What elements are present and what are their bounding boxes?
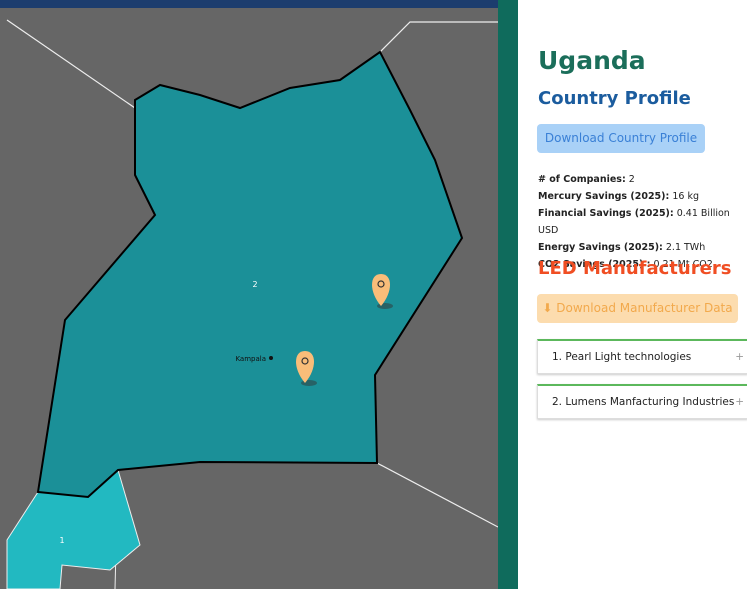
pin[interactable] [372,274,393,309]
city-dot [269,356,273,360]
region-label: 2 [252,280,257,289]
expand-icon: + [735,351,744,363]
stats: # of Companies: 2 Mercury Savings (2025):… [538,171,747,273]
stat-row: Energy Savings (2025): 2.1 TWh [538,239,747,256]
stat-label: # of Companies: [538,174,626,185]
download-icon: ⬇ [542,301,553,315]
item-title: 2. Lumens Manfacturing Industries [552,396,735,408]
stat-value: 2.1 TWh [665,242,706,253]
top-bar [0,0,498,8]
stat-row: Mercury Savings (2025): 16 kg [538,188,747,205]
stat-value: 0.41 Billion USD [538,208,730,236]
stat-value: 0.21 Mt CO2 [653,259,713,270]
side-panel: Uganda Country Profile Download Country … [518,0,747,589]
stat-row: # of Companies: 2 [538,171,747,188]
accordion-item[interactable]: 1. Pearl Light technologies + [537,339,747,374]
border-line [6,19,136,109]
border-line [379,21,498,53]
region-label: 1 [59,536,64,545]
item-title: 1. Pearl Light technologies [552,351,692,363]
map: 2 1 Kampala [0,0,498,589]
button-label: Download Manufacturer Data [556,301,733,315]
stat-row: Financial Savings (2025): 0.41 Billion U… [538,205,747,239]
stat-label: Energy Savings (2025): [538,242,663,253]
stat-label: CO2 Savings (2025) : [538,259,651,270]
download-button[interactable]: ⬇ Download Manufacturer Data [537,294,738,323]
section-title: LED Manufacturers [538,258,732,279]
stat-row: CO2 Savings (2025) : 0.21 Mt CO2 [538,256,747,273]
stat-label: Mercury Savings (2025): [538,191,670,202]
stat-value: 16 kg [672,191,699,202]
country-title: Uganda [538,46,646,75]
uganda[interactable] [36,50,464,499]
border-line [376,462,498,528]
divider [498,0,518,589]
accordion-item[interactable]: 2. Lumens Manfacturing Industries + [537,384,747,419]
stat-value: 2 [628,174,635,185]
download-button[interactable]: Download Country Profile [537,124,705,153]
stat-label: Financial Savings (2025): [538,208,674,219]
expand-icon: + [735,396,744,408]
city-label: Kampala [235,355,266,363]
subtitle: Country Profile [538,88,691,109]
pin[interactable] [296,351,317,386]
